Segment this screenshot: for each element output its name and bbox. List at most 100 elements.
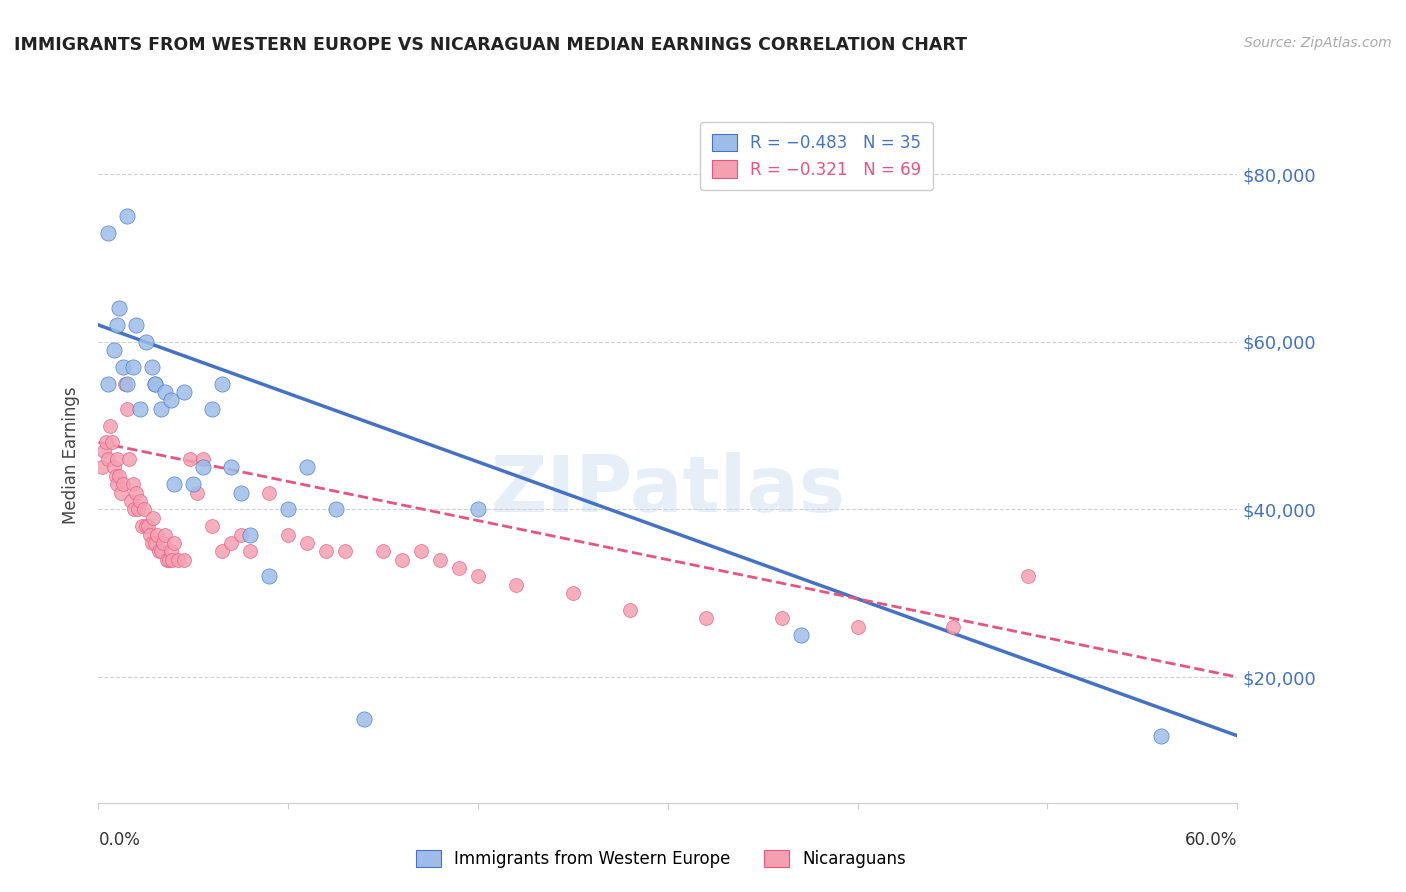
Point: [325, 502, 347, 516]
Text: Source: ZipAtlas.com: Source: ZipAtlas.com: [1244, 36, 1392, 50]
Legend: Immigrants from Western Europe, Nicaraguans: Immigrants from Western Europe, Nicaragu…: [409, 843, 912, 875]
Point: [100, 435, 122, 450]
Point: [150, 544, 173, 558]
Point: [467, 502, 489, 516]
Point: [159, 393, 181, 408]
Point: [179, 452, 201, 467]
Point: [201, 401, 224, 416]
Point: [167, 552, 190, 566]
Point: [93, 443, 115, 458]
Point: [108, 468, 131, 483]
Point: [157, 552, 180, 566]
Point: [156, 552, 179, 566]
Point: [107, 452, 129, 467]
Point: [467, 569, 489, 583]
Point: [112, 477, 135, 491]
Point: [790, 628, 813, 642]
Point: [201, 519, 224, 533]
Point: [353, 712, 375, 726]
Point: [110, 485, 132, 500]
Point: [191, 460, 214, 475]
Point: [229, 485, 252, 500]
Y-axis label: Median Earnings: Median Earnings: [62, 386, 80, 524]
Point: [136, 519, 159, 533]
Point: [173, 552, 195, 566]
Point: [391, 552, 413, 566]
Point: [121, 359, 143, 374]
Point: [335, 544, 357, 558]
Point: [97, 452, 120, 467]
Point: [297, 460, 319, 475]
Point: [183, 477, 205, 491]
Point: [277, 502, 299, 516]
Point: [142, 510, 165, 524]
Text: ZIPatlas: ZIPatlas: [491, 451, 845, 528]
Point: [163, 477, 186, 491]
Point: [108, 301, 131, 316]
Point: [153, 527, 176, 541]
Point: [239, 544, 262, 558]
Point: [127, 502, 149, 516]
Point: [159, 544, 181, 558]
Point: [107, 318, 129, 332]
Point: [131, 519, 153, 533]
Point: [259, 569, 281, 583]
Point: [132, 502, 155, 516]
Point: [107, 477, 129, 491]
Point: [94, 435, 117, 450]
Point: [173, 385, 195, 400]
Point: [221, 536, 243, 550]
Point: [562, 586, 585, 600]
Point: [103, 343, 125, 358]
Point: [259, 485, 281, 500]
Point: [1018, 569, 1040, 583]
Point: [91, 460, 114, 475]
Point: [145, 376, 167, 391]
Point: [277, 527, 299, 541]
Point: [163, 536, 186, 550]
Point: [186, 485, 208, 500]
Point: [129, 401, 152, 416]
Point: [146, 527, 169, 541]
Point: [115, 209, 138, 223]
Point: [229, 527, 252, 541]
Point: [141, 536, 163, 550]
Point: [125, 318, 148, 332]
Point: [104, 468, 127, 483]
Point: [135, 519, 157, 533]
Point: [103, 460, 125, 475]
Point: [97, 226, 120, 240]
Point: [148, 544, 170, 558]
Point: [115, 376, 138, 391]
Point: [152, 536, 174, 550]
Point: [114, 376, 136, 391]
Point: [942, 620, 965, 634]
Point: [695, 611, 717, 625]
Point: [211, 376, 233, 391]
Point: [129, 494, 152, 508]
Point: [371, 544, 394, 558]
Point: [118, 452, 141, 467]
Point: [145, 536, 167, 550]
Point: [115, 401, 138, 416]
Point: [619, 603, 641, 617]
Text: IMMIGRANTS FROM WESTERN EUROPE VS NICARAGUAN MEDIAN EARNINGS CORRELATION CHART: IMMIGRANTS FROM WESTERN EUROPE VS NICARA…: [14, 36, 967, 54]
Point: [112, 359, 135, 374]
Point: [239, 527, 262, 541]
Point: [141, 359, 163, 374]
Point: [221, 460, 243, 475]
Legend: R = −0.483   N = 35, R = −0.321   N = 69: R = −0.483 N = 35, R = −0.321 N = 69: [700, 122, 932, 190]
Point: [846, 620, 869, 634]
Point: [297, 536, 319, 550]
Point: [120, 494, 142, 508]
Point: [121, 477, 143, 491]
Point: [98, 418, 121, 433]
Point: [505, 578, 527, 592]
Point: [770, 611, 793, 625]
Point: [145, 376, 167, 391]
Point: [191, 452, 214, 467]
Point: [449, 561, 471, 575]
Point: [153, 385, 176, 400]
Point: [429, 552, 451, 566]
Text: 60.0%: 60.0%: [1185, 830, 1237, 848]
